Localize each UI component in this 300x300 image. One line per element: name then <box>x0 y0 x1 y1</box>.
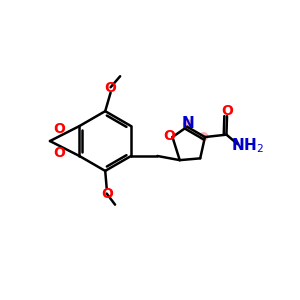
Text: O: O <box>105 81 116 95</box>
Circle shape <box>183 120 193 129</box>
Text: O: O <box>164 130 175 143</box>
Text: NH$_2$: NH$_2$ <box>231 136 264 155</box>
Text: O: O <box>101 187 112 201</box>
Text: O: O <box>222 104 234 118</box>
Text: O: O <box>54 146 65 160</box>
Text: O: O <box>54 122 65 136</box>
Text: N: N <box>182 116 194 131</box>
Circle shape <box>200 133 208 140</box>
